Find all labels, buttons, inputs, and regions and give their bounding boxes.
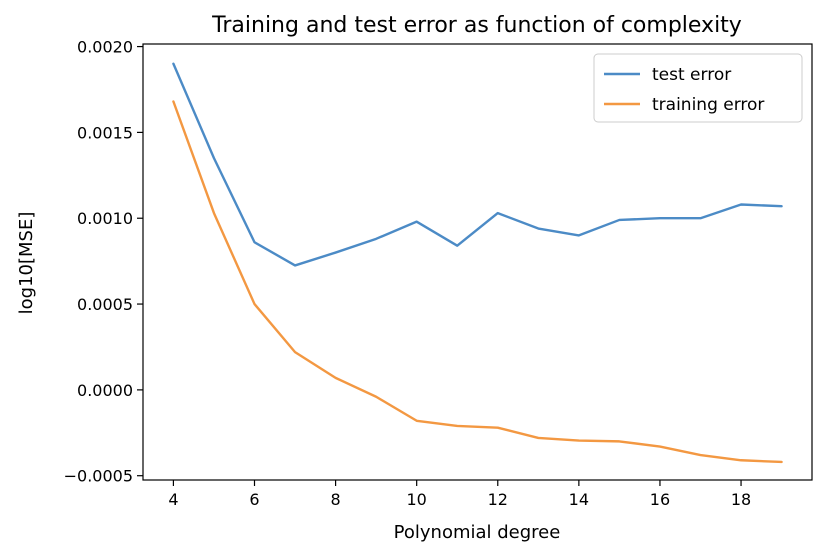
x-tick-label: 18 bbox=[731, 490, 751, 509]
x-tick-label: 16 bbox=[650, 490, 670, 509]
series-lines bbox=[172, 62, 783, 464]
y-tick-label: −0.0005 bbox=[64, 467, 133, 486]
y-tick-label: 0.0005 bbox=[77, 295, 133, 314]
x-tick-label: 14 bbox=[569, 490, 589, 509]
legend-label-0: test error bbox=[652, 65, 731, 85]
y-tick-label: 0.0010 bbox=[77, 209, 133, 228]
y-axis-label: log10[MSE] bbox=[16, 212, 37, 315]
series-line-0 bbox=[172, 62, 783, 267]
legend-box bbox=[593, 53, 803, 123]
legend-label-1: training error bbox=[652, 95, 764, 115]
x-tick-label: 6 bbox=[249, 490, 259, 509]
x-axis-label: Polynomial degree bbox=[394, 522, 561, 543]
x-tick-label: 4 bbox=[168, 490, 178, 509]
x-tick-label: 10 bbox=[407, 490, 427, 509]
legend: test error training error bbox=[593, 53, 803, 123]
x-tick-label: 8 bbox=[330, 490, 340, 509]
series-line-1 bbox=[172, 100, 783, 464]
axis-ticks: 4 6 8 10 12 14 16 18 −0.0005 0.0000 0.0005 0.0010 0.… bbox=[64, 38, 752, 509]
axes-frame bbox=[142, 43, 813, 481]
y-tick-label: 0.0015 bbox=[77, 123, 133, 142]
y-tick-label: 0.0020 bbox=[77, 38, 133, 57]
x-tick-label: 12 bbox=[488, 490, 508, 509]
plot-area bbox=[142, 43, 813, 481]
y-tick-label: 0.0000 bbox=[77, 381, 133, 400]
chart-title: Training and test error as function of c… bbox=[211, 13, 742, 38]
